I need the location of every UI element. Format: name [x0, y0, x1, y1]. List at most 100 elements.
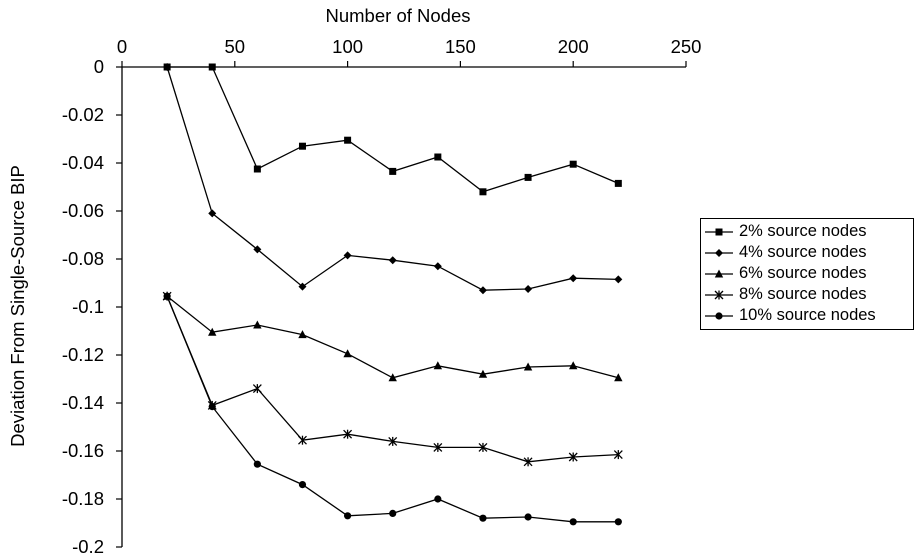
legend-marker	[714, 269, 724, 277]
data-point	[298, 481, 307, 489]
data-point	[478, 442, 488, 452]
legend-label: 6% source nodes	[739, 264, 867, 282]
data-point	[569, 274, 578, 283]
y-tick-label: -0.04	[62, 152, 104, 173]
data-point	[613, 450, 623, 460]
data-point	[433, 262, 442, 271]
x-axis-label: Number of Nodes	[326, 5, 471, 26]
y-tick-label: -0.06	[62, 200, 104, 221]
legend-label: 10% source nodes	[739, 306, 876, 324]
legend-item: 2% source nodes	[701, 221, 913, 242]
legend-item: 4% source nodes	[701, 242, 913, 263]
data-point	[434, 153, 442, 161]
data-point	[614, 179, 622, 187]
data-point	[433, 442, 443, 452]
y-tick-label: -0.14	[62, 392, 104, 413]
legend-marker	[715, 228, 723, 235]
series-square	[163, 63, 622, 196]
y-tick-label: -0.12	[62, 344, 104, 365]
data-point	[568, 452, 578, 462]
data-point	[208, 63, 216, 71]
legend-key-diamond	[705, 248, 733, 257]
data-point	[478, 286, 487, 295]
y-tick-label: -0.2	[72, 536, 104, 557]
x-tick-label: 50	[225, 36, 246, 57]
data-point	[569, 361, 578, 370]
series-circle	[163, 292, 622, 526]
x-tick-label: 250	[671, 36, 702, 57]
data-point	[614, 373, 623, 382]
data-point	[253, 460, 261, 468]
data-point	[524, 285, 533, 293]
series-group	[162, 63, 623, 526]
x-tick-label: 100	[332, 36, 363, 57]
data-point	[614, 518, 622, 526]
y-tick-label: -0.18	[62, 488, 104, 509]
legend-label: 8% source nodes	[739, 285, 867, 303]
series-line	[166, 295, 619, 379]
data-point	[344, 136, 352, 144]
y-tick-label: 0	[94, 56, 104, 77]
data-point	[614, 275, 623, 284]
legend-marker	[715, 248, 723, 257]
data-point	[252, 384, 262, 394]
data-point	[388, 436, 398, 446]
data-point	[389, 167, 397, 175]
data-point	[524, 513, 532, 521]
legend-item: 6% source nodes	[701, 263, 913, 284]
series-diamond	[163, 63, 623, 295]
data-point	[388, 256, 397, 265]
y-tick-label: -0.02	[62, 104, 104, 125]
data-point	[523, 457, 533, 467]
data-point	[389, 509, 397, 517]
y-tick-label: -0.1	[72, 296, 104, 317]
data-point	[163, 63, 172, 71]
data-point	[298, 435, 307, 445]
y-tick-label: -0.08	[62, 248, 104, 269]
data-point	[343, 349, 352, 358]
legend-item: 10% source nodes	[701, 305, 913, 326]
legend-marker	[715, 311, 723, 320]
axes: 0 50 100 150 200 250 0 -0.02 -0.04 -0.06 -0.08 -0.1…	[62, 36, 702, 557]
x-tick-label: 150	[445, 36, 476, 57]
x-tick-label: 200	[558, 36, 589, 57]
data-point	[433, 361, 443, 370]
legend-key-square	[705, 228, 733, 235]
data-point	[479, 188, 487, 196]
data-point	[434, 495, 442, 503]
legend-marker	[714, 290, 724, 299]
legend-key-star	[705, 290, 733, 299]
x-tick-label: 0	[117, 36, 127, 57]
legend-label: 2% source nodes	[739, 222, 867, 240]
legend-key-circle	[705, 311, 733, 320]
data-point	[208, 327, 217, 336]
data-point	[523, 362, 533, 371]
data-point	[388, 373, 397, 382]
data-point	[569, 160, 577, 168]
y-axis-label: Deviation From Single-Source BIP	[7, 165, 28, 447]
data-point	[569, 518, 577, 526]
legend-key-triangle	[705, 269, 733, 277]
data-point	[343, 251, 352, 260]
data-point	[298, 330, 307, 339]
legend: 2% source nodes 4% source nodes 6% source …	[700, 218, 914, 330]
series-triangle	[162, 291, 623, 382]
data-point	[524, 173, 532, 181]
data-point	[253, 165, 261, 173]
data-point	[208, 403, 216, 411]
series-line	[166, 295, 619, 523]
data-point	[298, 282, 307, 291]
data-point	[298, 142, 306, 150]
data-point	[208, 209, 217, 218]
data-point	[253, 245, 262, 254]
data-point	[163, 292, 171, 300]
data-point	[344, 512, 352, 520]
legend-item: 8% source nodes	[701, 284, 913, 305]
data-point	[253, 320, 262, 329]
data-point	[478, 369, 488, 378]
y-tick-label: -0.16	[62, 440, 104, 461]
legend-label: 4% source nodes	[739, 243, 867, 261]
data-point	[479, 514, 487, 522]
data-point	[343, 429, 353, 439]
